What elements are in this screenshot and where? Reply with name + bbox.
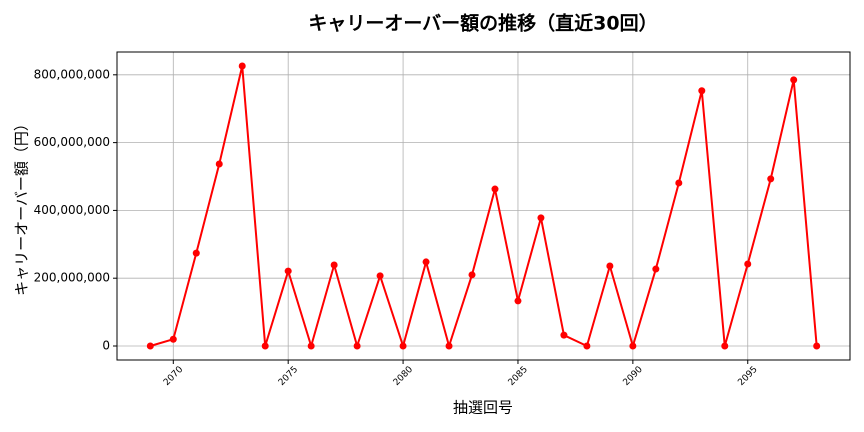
point (675, 179, 683, 187)
point (721, 342, 729, 350)
point (514, 297, 522, 305)
y-tick-label: 400,000,000 (34, 203, 110, 217)
y-axis-label: キャリーオーバー額（円） (13, 116, 31, 296)
x-tick-label: 2075 (277, 365, 300, 388)
point (146, 342, 154, 350)
line (150, 65, 818, 350)
point (307, 342, 315, 350)
y-tick-label: 200,000,000 (34, 271, 110, 285)
point (422, 258, 430, 266)
point (445, 342, 453, 350)
x-tick-label: 2085 (507, 365, 530, 388)
x-tick-label: 2080 (392, 365, 415, 388)
point (376, 272, 384, 280)
x-axis-label: 抽選回号 (453, 399, 513, 417)
point (353, 342, 361, 350)
point (491, 185, 499, 193)
y-tick-label: 800,000,000 (34, 67, 110, 81)
point (261, 342, 269, 350)
point (238, 62, 246, 70)
x-tick-label: 2095 (736, 365, 759, 388)
point (330, 261, 338, 269)
point (537, 214, 545, 222)
y-tick-label: 0 (102, 339, 110, 353)
point (790, 76, 798, 84)
x-tick-label: 2090 (622, 365, 645, 388)
point (813, 342, 821, 350)
point (169, 335, 177, 343)
point (560, 331, 568, 339)
point (629, 342, 637, 350)
point (583, 342, 591, 350)
point (399, 342, 407, 350)
chart-title: キャリーオーバー額の推移（直近30回） (308, 12, 657, 35)
plot-frame (116, 51, 851, 361)
point (744, 260, 752, 268)
point (192, 249, 200, 257)
point (652, 265, 660, 273)
y-tick-label: 600,000,000 (34, 135, 110, 149)
point (215, 160, 223, 168)
x-tick-label: 2070 (162, 365, 185, 388)
point (468, 271, 476, 279)
point (698, 87, 706, 95)
point (767, 175, 775, 183)
point (606, 262, 614, 270)
point (284, 267, 292, 275)
